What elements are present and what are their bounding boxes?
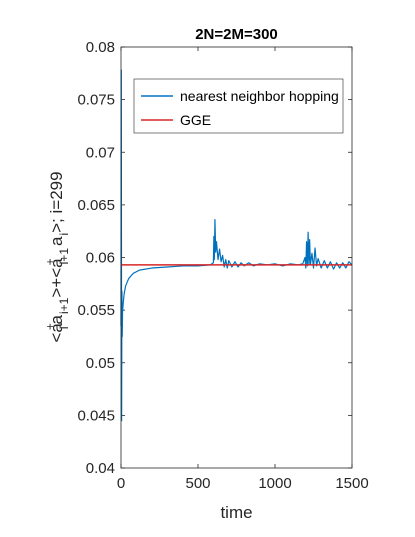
legend-box	[133, 78, 344, 134]
y-tick-label: 0.045	[77, 407, 115, 424]
y-label-sub4: i	[57, 233, 71, 236]
y-label-sub2: i+1	[57, 297, 71, 314]
legend-label-series-1: GGE	[180, 112, 211, 128]
y-label-a4: a	[47, 236, 66, 246]
y-label-a2: a	[47, 314, 66, 324]
y-label-a3: a	[47, 258, 66, 268]
series-layer	[120, 69, 353, 422]
y-tick-label: 0.07	[86, 144, 115, 161]
y-axis-label: <a+iai+1>+<a+i+1ai>; i=299	[43, 171, 71, 342]
plot-frame	[120, 46, 353, 469]
y-label-open2: <	[47, 268, 66, 278]
y-tick-label: 0.065	[77, 197, 115, 214]
x-tick-label: 1000	[258, 475, 291, 492]
y-label-sub3: i+1	[57, 248, 71, 265]
y-tick-label: 0.06	[86, 250, 115, 267]
y-label-a1: a	[47, 323, 66, 333]
y-tick-label: 0.075	[77, 92, 115, 109]
y-label-plus: +	[47, 278, 66, 288]
y-label-tail: ; i=299	[47, 171, 66, 223]
legend: nearest neighbor hopping GGE	[133, 78, 344, 134]
y-tick-label: 0.055	[77, 302, 115, 319]
y-tick-label: 0.04	[86, 460, 115, 477]
y-label-close2: >	[47, 223, 66, 233]
y-tick-label: 0.05	[86, 355, 115, 372]
x-axis-ticks: 0 500 1000 1500	[117, 47, 369, 492]
x-tick-label: 0	[117, 475, 125, 492]
y-axis-ticks: 0.04 0.045 0.05 0.055 0.06 0.065 0.07 0.075 0.08	[77, 39, 352, 477]
legend-label-series-0: nearest neighbor hopping	[180, 88, 339, 104]
y-label-open: <	[47, 333, 66, 343]
y-tick-label: 0.08	[86, 39, 115, 56]
y-label-dagger1: +	[43, 323, 57, 330]
y-label-sub1: i	[57, 326, 71, 329]
chart-title: 2N=2M=300	[195, 26, 278, 43]
x-tick-label: 1500	[335, 475, 368, 492]
y-label-dagger2: +	[43, 258, 57, 265]
y-label-close1: >	[47, 288, 66, 298]
x-tick-label: 500	[185, 475, 210, 492]
series-line-0	[120, 69, 353, 422]
x-axis-label: time	[220, 503, 252, 522]
